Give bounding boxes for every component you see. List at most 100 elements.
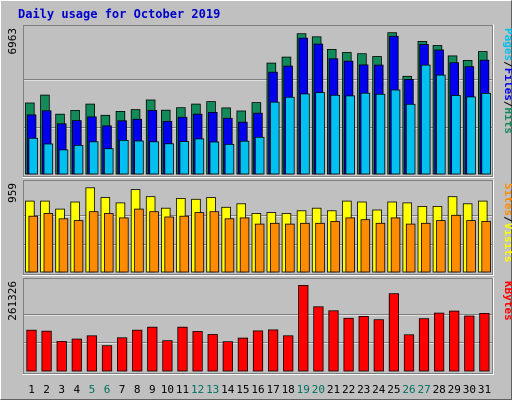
bar-pages-day-16 (254, 136, 265, 175)
bar-kbytes-day-3 (56, 340, 67, 372)
bar-sites-day-6 (104, 213, 114, 273)
day-label-25: 25 (387, 383, 400, 396)
day-label-5: 5 (89, 383, 96, 396)
bar-pages-day-24 (375, 93, 386, 175)
day-label-11: 11 (176, 383, 189, 396)
bar-kbytes-day-24 (373, 319, 384, 372)
day-label-4: 4 (73, 383, 80, 396)
bar-sites-day-22 (345, 217, 355, 273)
bar-kbytes-day-23 (358, 315, 369, 372)
bar-sites-day-28 (436, 220, 446, 273)
bar-kbytes-day-29 (449, 310, 460, 372)
bar-kbytes-day-27 (418, 318, 430, 372)
axis-label-part: Hits (502, 108, 512, 135)
bar-sites-day-11 (179, 215, 189, 273)
day-label-16: 16 (251, 383, 264, 396)
panel-bottom: 261326 KBytes (6, 277, 512, 375)
axis-label-part: KBytes (502, 281, 512, 321)
bar-pages-day-13 (209, 141, 220, 175)
bar-pages-day-14 (224, 143, 235, 175)
day-label-15: 15 (236, 383, 249, 396)
axis-label-part: Files (502, 68, 512, 101)
bar-kbytes-day-18 (283, 335, 294, 372)
bar-pages-day-4 (73, 144, 84, 175)
bar-sites-day-12 (194, 212, 205, 273)
bar-kbytes-day-7 (117, 337, 128, 372)
panel-bottom-axis-label: KBytes (502, 281, 512, 321)
bar-pages-day-28 (436, 74, 446, 175)
bar-kbytes-day-4 (71, 338, 82, 372)
day-label-21: 21 (327, 383, 340, 396)
bar-sites-day-26 (405, 223, 416, 273)
axis-label-part: Visits (502, 223, 512, 263)
bar-sites-day-15 (239, 217, 250, 273)
panel-middle-max-label: 959 (6, 183, 19, 203)
bar-kbytes-day-13 (207, 334, 218, 372)
bar-pages-day-10 (164, 143, 174, 175)
bar-pages-day-29 (451, 95, 461, 175)
bar-pages-day-30 (466, 96, 476, 175)
bar-sites-day-18 (285, 223, 295, 273)
axis-label-part: Pages (502, 28, 512, 61)
bar-sites-day-8 (134, 208, 144, 273)
bar-sites-day-24 (375, 222, 386, 273)
bar-kbytes-day-22 (343, 317, 354, 372)
bar-sites-day-20 (315, 222, 325, 273)
axis-label-part: / (502, 101, 512, 108)
day-label-27: 27 (417, 383, 430, 396)
day-label-18: 18 (282, 383, 295, 396)
bar-kbytes-day-12 (192, 331, 203, 372)
day-label-20: 20 (312, 383, 325, 396)
bar-pages-day-20 (315, 92, 325, 175)
bar-sites-day-30 (466, 220, 476, 273)
panel-top-axis-label: Pages/Files/Hits (502, 28, 512, 134)
bar-kbytes-day-10 (162, 340, 173, 372)
bar-kbytes-day-21 (328, 310, 339, 372)
day-label-8: 8 (134, 383, 141, 396)
bar-kbytes-day-14 (222, 341, 233, 372)
bar-kbytes-day-11 (177, 326, 188, 372)
bar-kbytes-day-16 (252, 330, 264, 372)
day-label-30: 30 (463, 383, 476, 396)
bar-sites-day-16 (254, 223, 265, 273)
day-label-29: 29 (448, 383, 461, 396)
panel-middle: 959 Sites/Visits (6, 179, 512, 276)
bar-pages-day-31 (481, 93, 491, 175)
day-label-28: 28 (433, 383, 446, 396)
bar-kbytes-day-8 (132, 329, 143, 372)
bar-sites-day-25 (390, 217, 401, 273)
bar-kbytes-day-6 (101, 345, 113, 372)
bar-pages-day-17 (269, 101, 280, 175)
panel-frame-highlight (22, 179, 494, 276)
day-label-17: 17 (266, 383, 279, 396)
day-label-14: 14 (221, 383, 235, 396)
day-label-7: 7 (119, 383, 126, 396)
day-label-12: 12 (191, 383, 204, 396)
day-label-13: 13 (206, 383, 219, 396)
day-label-1: 1 (28, 383, 35, 396)
day-label-9: 9 (149, 383, 156, 396)
bar-kbytes-day-17 (267, 329, 279, 372)
day-axis-labels: 1 2 3 4 5 6 7 8 9 10 11 12 13 14 15 16 17 18 19 20 21 22 23 24 2… (28, 383, 491, 396)
day-label-3: 3 (58, 383, 65, 396)
bar-sites-day-14 (224, 218, 235, 273)
panel-frame (23, 180, 493, 275)
bar-pages-day-2 (43, 143, 54, 175)
bar-sites-day-1 (28, 215, 38, 273)
bar-kbytes-day-9 (147, 326, 158, 372)
bar-pages-day-15 (239, 140, 250, 175)
bar-kbytes-day-30 (464, 315, 475, 372)
bar-sites-day-5 (88, 211, 99, 273)
bar-pages-day-12 (194, 138, 205, 175)
bar-pages-day-23 (360, 92, 371, 175)
bar-sites-day-7 (119, 217, 129, 273)
bar-sites-day-9 (149, 211, 159, 273)
bar-kbytes-day-25 (388, 293, 400, 372)
day-label-24: 24 (372, 383, 386, 396)
bar-sites-day-19 (300, 222, 310, 273)
bar-pages-day-5 (88, 141, 99, 175)
panel-frame (23, 278, 493, 374)
